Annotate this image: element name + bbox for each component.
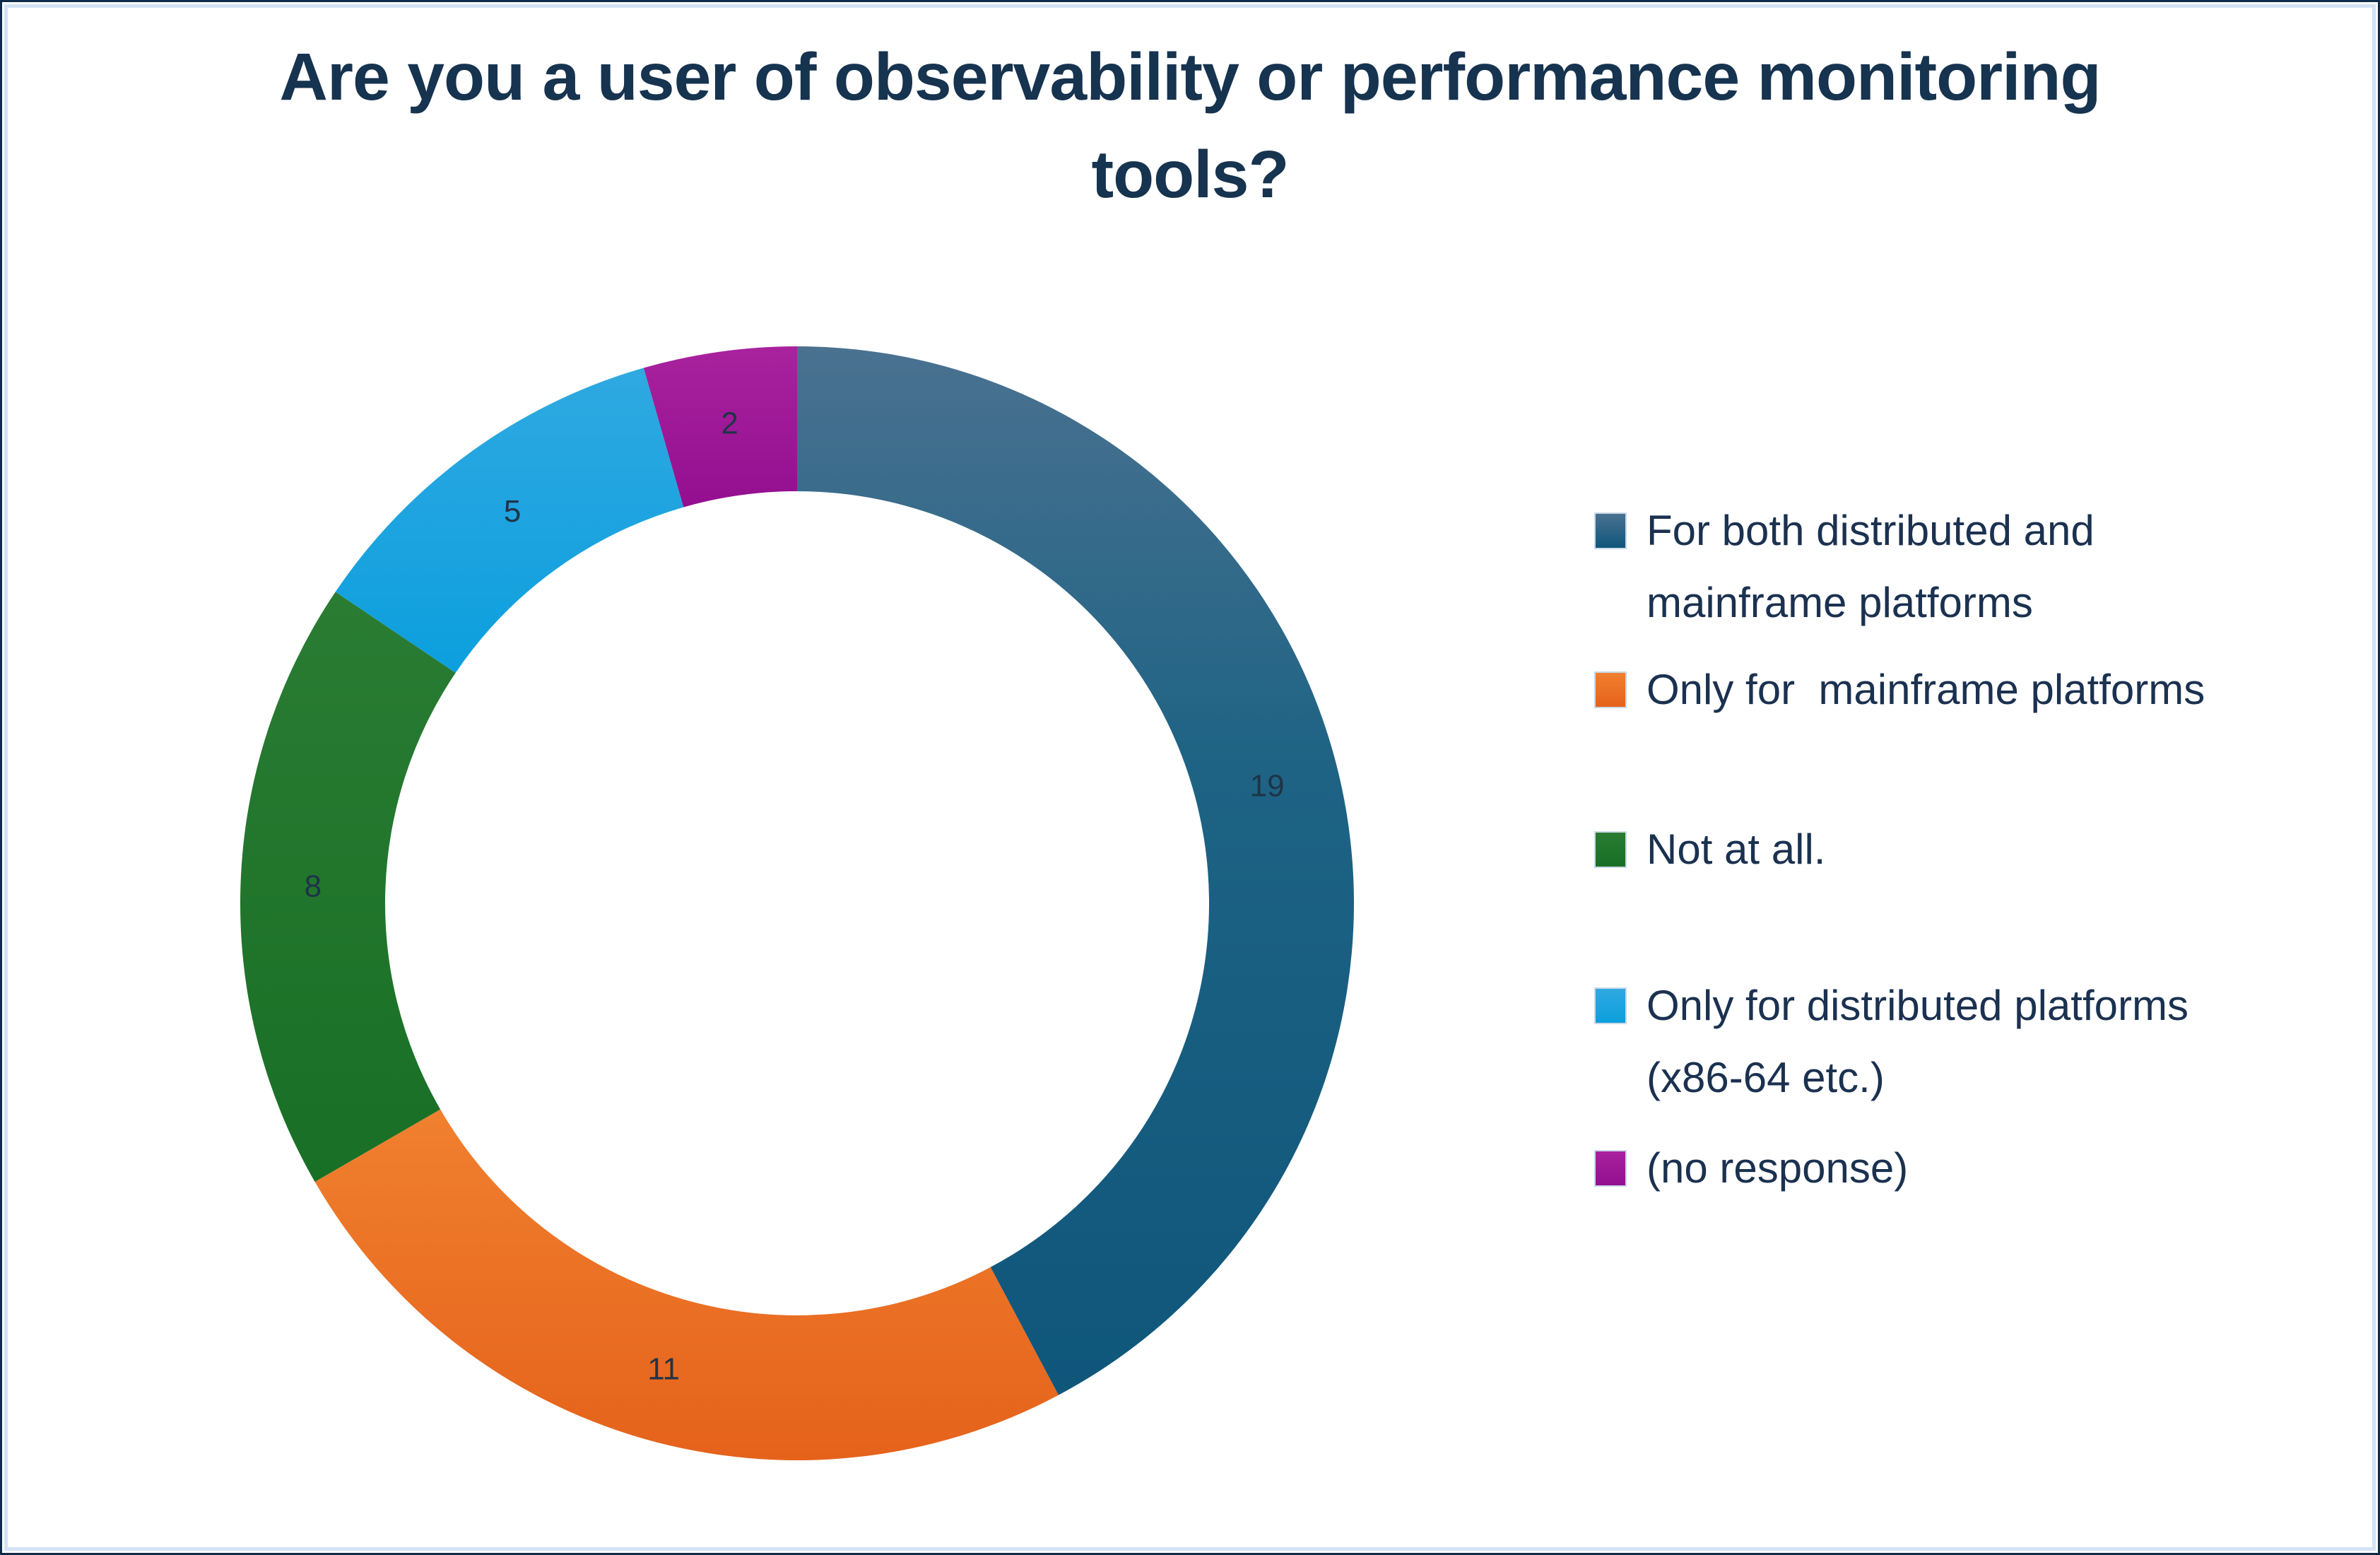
legend-item-label: (no response) (1646, 1144, 1909, 1192)
chart-legend: For both distributed and mainframe platf… (1594, 0, 2343, 1555)
legend-color-swatch-orange (1594, 671, 1627, 708)
donut-chart-svg: 19 11 8 5 2 (240, 346, 1354, 1460)
donut-slice-light-blue (335, 368, 684, 673)
donut-slice-teal-blue (797, 346, 1354, 1395)
legend-item-label: Only for distributed platforms (x86-64 e… (1646, 982, 2201, 1101)
donut-slice-orange (314, 1109, 1059, 1460)
slice-data-label: 2 (721, 406, 738, 441)
legend-color-swatch-magenta (1594, 1150, 1627, 1187)
legend-item: Only for mainframe platforms (1594, 654, 2297, 726)
legend-color-swatch-light-blue (1594, 987, 1627, 1024)
legend-color-swatch-teal-blue (1594, 512, 1627, 549)
donut-chart: 19 11 8 5 2 (236, 342, 1358, 1465)
slice-data-label: 19 (1250, 769, 1285, 804)
donut-slice-magenta (643, 346, 797, 507)
donut-slice-green (240, 592, 456, 1182)
page-border-inner (4, 4, 2376, 1551)
legend-color-swatch-green (1594, 831, 1627, 868)
chart-title: Are you a user of observability or perfo… (279, 40, 2101, 212)
legend-item-label: For both distributed and mainframe platf… (1646, 507, 2107, 626)
legend-item: (no response) (1594, 1132, 2297, 1204)
slice-data-label: 11 (647, 1351, 680, 1386)
legend-item: Only for distributed platforms (x86-64 e… (1594, 970, 2297, 1114)
slice-data-label: 5 (504, 494, 521, 529)
legend-item-label: Only for mainframe platforms (1646, 666, 2205, 713)
legend-item-label: Not at all. (1646, 826, 1826, 873)
slice-data-label: 8 (305, 869, 322, 904)
legend-item: Not at all. (1594, 814, 2297, 886)
legend-item: For both distributed and mainframe platf… (1594, 495, 2297, 639)
